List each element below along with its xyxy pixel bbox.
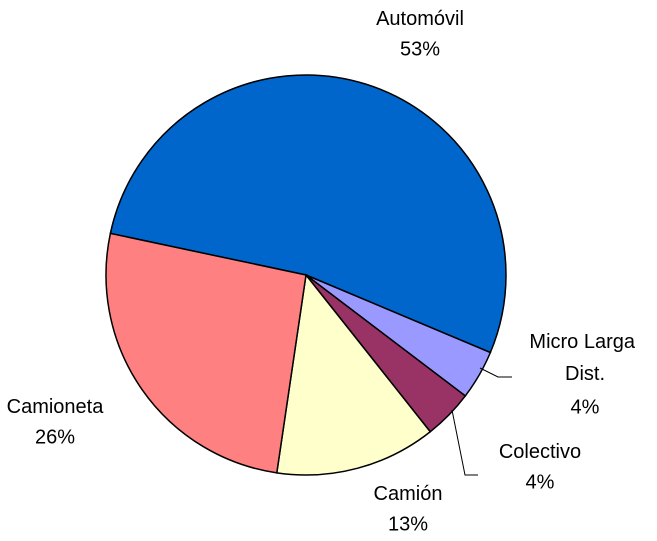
slice-label: Micro Larga Dist.: [529, 331, 640, 385]
label-line: Camión: [374, 483, 443, 505]
slice-label: Camioneta: [7, 396, 105, 418]
leader-line: [451, 409, 478, 476]
label-line: Camioneta: [7, 396, 105, 418]
slice-label: Camión: [374, 483, 443, 505]
label-line: Automóvil: [376, 8, 464, 30]
slice-value-label: 53%: [400, 38, 440, 60]
label-line: Dist.: [565, 363, 605, 385]
pie-slice: [109, 74, 507, 354]
slice-value-label: 13%: [388, 513, 428, 535]
label-line: Micro Larga: [529, 331, 640, 353]
slice-label: Colectivo: [499, 441, 581, 463]
pie-slice: [275, 273, 432, 476]
pie-slice: [105, 232, 307, 474]
slice-label: Automóvil: [376, 8, 464, 30]
slice-value-label: 4%: [526, 471, 555, 493]
slice-value-label: 4%: [571, 396, 600, 418]
label-line: Colectivo: [499, 441, 581, 463]
slice-value-label: 26%: [35, 426, 75, 448]
leader-line: [479, 367, 512, 378]
